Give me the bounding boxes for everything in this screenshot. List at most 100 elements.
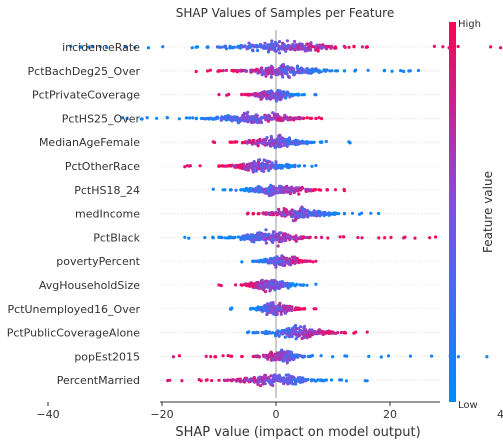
sample-dot (263, 41, 267, 45)
sample-dot (294, 329, 298, 333)
sample-dot (288, 47, 293, 51)
sample-dot (211, 117, 215, 121)
sample-dot (320, 235, 324, 239)
feature-label: PercentMarried (57, 374, 140, 387)
sample-dot (279, 312, 283, 316)
sample-dot (269, 43, 274, 48)
sample-dot (268, 302, 272, 306)
feature-label: PctHS25_Over (62, 112, 141, 125)
sample-dot (216, 116, 220, 120)
sample-dot (260, 141, 264, 145)
sample-dot (267, 258, 271, 262)
sample-dot (257, 380, 262, 384)
sample-dot (280, 64, 284, 68)
sample-dot (301, 307, 305, 311)
colorbar (449, 22, 456, 402)
sample-dot (245, 47, 249, 51)
sample-dot (322, 378, 327, 382)
sample-dot (267, 47, 271, 52)
sample-dot (221, 188, 225, 192)
sample-dot (275, 255, 279, 259)
sample-dot (363, 379, 367, 383)
sample-dot (430, 354, 434, 358)
sample-dot (294, 186, 298, 190)
sample-dot (287, 136, 291, 140)
sample-dot (312, 140, 316, 144)
sample-dot (292, 209, 296, 213)
sample-dot (311, 260, 315, 264)
sample-dot (239, 188, 243, 192)
sample-dot (287, 350, 291, 354)
sample-dot (279, 166, 283, 170)
sample-dot (206, 45, 210, 49)
sample-dot (120, 116, 124, 120)
x-tick-label: 40 (497, 408, 503, 421)
sample-dot (255, 186, 259, 190)
sample-dot (274, 140, 278, 144)
sample-dot (256, 144, 260, 148)
sample-dot (219, 69, 223, 73)
sample-dot (287, 357, 291, 361)
sample-dot (285, 116, 289, 120)
colorbar-title: Feature value (481, 171, 495, 253)
sample-dot (281, 75, 285, 79)
sample-dot (171, 355, 175, 359)
sample-dot (251, 284, 255, 289)
sample-dot (282, 141, 286, 145)
sample-dot (390, 69, 394, 73)
sample-dot (183, 235, 187, 239)
sample-dot (278, 301, 282, 305)
sample-dot (305, 42, 310, 46)
sample-dot (280, 329, 284, 333)
sample-dot (287, 68, 291, 72)
sample-dot (286, 380, 290, 384)
sample-dot (297, 115, 301, 119)
sample-dot (399, 69, 403, 73)
sample-dot (299, 325, 303, 329)
sample-dot (288, 164, 292, 168)
sample-dot (309, 330, 313, 335)
sample-dot (86, 45, 91, 49)
sample-dot (259, 186, 263, 190)
sample-dot (244, 377, 248, 381)
sample-dot (244, 119, 248, 123)
sample-dot (272, 309, 276, 313)
feature-label: popEst2015 (74, 350, 140, 363)
sample-dot (230, 354, 234, 358)
x-tick-label: 20 (383, 408, 397, 421)
sample-dot (232, 236, 236, 240)
sample-dot (274, 283, 278, 287)
sample-dot (254, 113, 258, 117)
sample-dot (285, 39, 289, 43)
sample-dot (199, 116, 204, 121)
sample-dot (241, 141, 245, 145)
sample-dot (267, 168, 271, 173)
sample-dot (259, 120, 264, 125)
sample-dot (339, 330, 343, 335)
sample-dot (287, 75, 291, 79)
sample-dot (320, 117, 324, 121)
sample-dot (281, 190, 285, 194)
sample-dot (187, 236, 191, 240)
sample-dot (283, 335, 287, 339)
sample-dot (309, 116, 314, 120)
sample-dot (230, 115, 234, 119)
sample-dot (271, 213, 275, 217)
sample-dot (252, 237, 256, 241)
sample-dot (299, 379, 303, 383)
sample-dot (261, 234, 265, 239)
sample-dot (187, 164, 191, 168)
sample-dot (262, 91, 266, 96)
sample-dot (299, 141, 303, 145)
sample-dot (302, 327, 306, 331)
sample-dot (308, 235, 312, 239)
chart-title: SHAP Values of Samples per Feature (176, 6, 394, 20)
sample-dot (408, 69, 412, 73)
sample-dot (260, 278, 264, 282)
sample-dot (232, 69, 236, 73)
sample-dot (299, 283, 303, 287)
feature-label: PctPublicCoverageAlone (7, 327, 141, 340)
sample-dot (195, 45, 200, 49)
sample-dot (360, 211, 364, 215)
sample-dot (282, 309, 286, 313)
